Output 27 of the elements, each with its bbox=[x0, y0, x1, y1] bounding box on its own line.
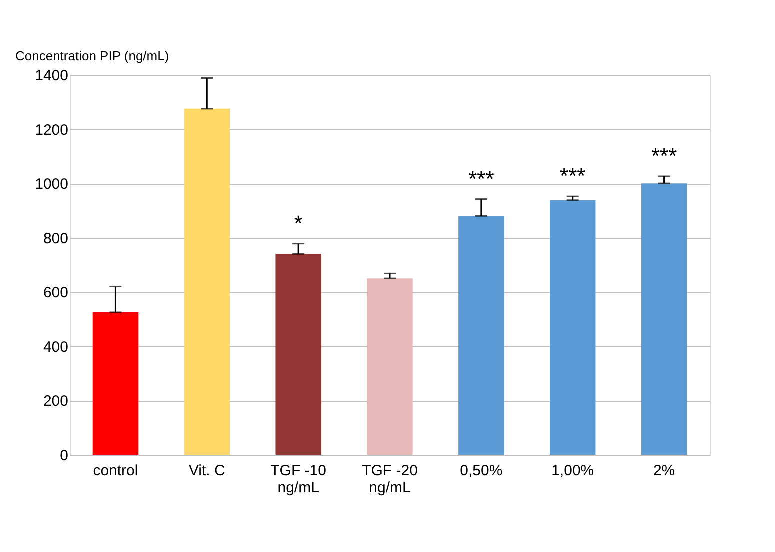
bar bbox=[367, 278, 413, 455]
bar bbox=[458, 216, 504, 455]
x-tick-label: control bbox=[93, 462, 138, 480]
y-tick-label: 600 bbox=[43, 284, 68, 302]
annotation: *** bbox=[651, 144, 678, 169]
x-tick-label: TGF -20 ng/mL bbox=[362, 462, 418, 496]
x-tick-label: TGF -10 ng/mL bbox=[270, 462, 326, 496]
y-tick-label: 1200 bbox=[35, 122, 68, 139]
y-tick-label: 1400 bbox=[35, 68, 68, 84]
y-tick-label: 800 bbox=[43, 230, 68, 248]
annotation: *** bbox=[560, 164, 586, 189]
y-tick-label: 1000 bbox=[35, 176, 68, 194]
y-tick-label: 400 bbox=[43, 338, 68, 356]
bar bbox=[641, 184, 688, 455]
y-tick-label: 0 bbox=[60, 448, 68, 464]
annotation: * bbox=[294, 210, 304, 236]
annotation: *** bbox=[468, 166, 495, 192]
x-tick-label: 1,00% bbox=[552, 462, 594, 480]
bar bbox=[92, 312, 139, 455]
bar bbox=[276, 254, 322, 455]
y-axis-title: Concentration PIP (ng/mL) bbox=[16, 48, 170, 64]
x-tick-label: 0,50% bbox=[460, 462, 503, 480]
bar bbox=[550, 200, 596, 455]
x-tick-label: 2% bbox=[653, 462, 676, 480]
y-tick-label: 200 bbox=[43, 393, 68, 410]
bar bbox=[184, 108, 230, 455]
x-tick-label: Vit. C bbox=[188, 462, 226, 480]
